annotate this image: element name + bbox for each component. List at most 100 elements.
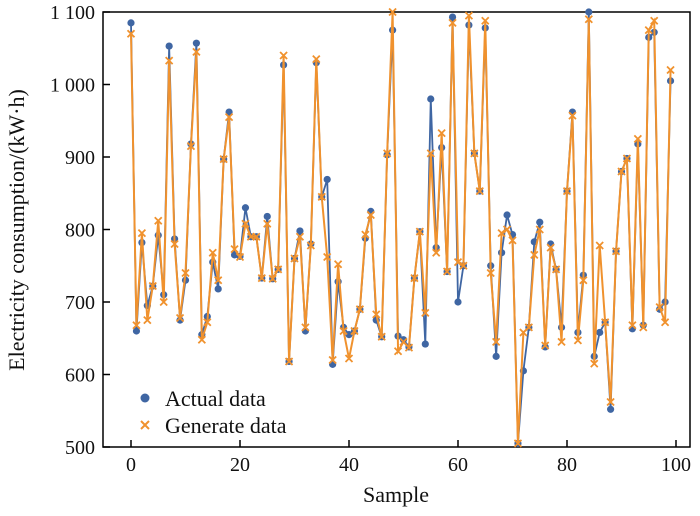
data-point — [622, 154, 632, 163]
data-point — [464, 11, 474, 20]
y-tick-label: 700 — [65, 292, 95, 314]
legend-marker-actual — [140, 393, 150, 403]
data-point — [442, 267, 452, 276]
data-point — [393, 347, 403, 356]
data-point — [214, 276, 223, 285]
x-tick-label: 80 — [557, 454, 577, 476]
series-generate — [126, 7, 675, 448]
y-tick-label: 900 — [65, 147, 95, 169]
data-point — [415, 227, 424, 236]
data-point — [470, 149, 479, 158]
data-point — [284, 357, 294, 366]
x-tick-label: 100 — [661, 454, 691, 476]
data-point — [219, 155, 228, 164]
data-point — [475, 186, 484, 196]
data-point — [230, 244, 239, 254]
data-point — [355, 305, 365, 314]
data-point — [513, 439, 523, 448]
data-point — [421, 340, 429, 348]
legend-label-generate: Generate data — [165, 413, 287, 438]
data-point — [208, 248, 217, 257]
data-point — [666, 65, 675, 75]
data-point — [388, 7, 397, 17]
data-point — [263, 219, 272, 228]
data-point — [296, 227, 304, 235]
data-point — [165, 42, 173, 50]
data-point — [660, 318, 670, 327]
data-point — [607, 405, 615, 413]
y-tick-label: 800 — [65, 220, 95, 242]
data-point — [192, 47, 201, 57]
data-point — [137, 228, 147, 238]
data-point — [639, 323, 648, 332]
data-point — [345, 331, 353, 339]
data-point — [399, 336, 408, 344]
data-point — [170, 239, 179, 249]
data-point — [263, 212, 271, 221]
data-point — [584, 15, 593, 24]
data-point — [410, 273, 419, 283]
x-tick-label: 40 — [339, 454, 359, 476]
data-point — [541, 343, 549, 351]
data-point — [650, 16, 659, 25]
data-point — [295, 232, 305, 241]
data-point — [454, 298, 462, 306]
data-point — [427, 95, 435, 103]
data-point — [154, 216, 163, 225]
data-point — [235, 252, 245, 262]
data-point — [503, 211, 511, 219]
data-point — [339, 326, 348, 336]
data-point — [143, 315, 152, 325]
data-point — [486, 268, 495, 278]
data-point — [448, 13, 457, 21]
data-point — [611, 247, 621, 256]
data-point — [535, 225, 544, 234]
data-point — [306, 241, 315, 250]
data-point — [301, 323, 310, 332]
data-point — [568, 111, 577, 120]
data-point — [312, 54, 321, 64]
legend-label-actual: Actual data — [165, 386, 266, 411]
data-point — [323, 175, 331, 184]
data-point — [132, 327, 141, 335]
data-point — [524, 323, 533, 332]
data-point — [585, 8, 593, 16]
y-tick-label: 500 — [65, 437, 95, 459]
data-point — [148, 281, 157, 291]
data-point — [127, 19, 135, 27]
data-point — [317, 192, 326, 202]
data-point — [361, 230, 370, 239]
data-point — [617, 167, 626, 176]
data-point — [290, 254, 299, 263]
data-point — [175, 313, 185, 323]
data-point — [606, 397, 615, 407]
data-point — [530, 250, 539, 260]
data-point — [601, 318, 610, 327]
data-point — [497, 228, 506, 238]
data-point — [383, 149, 392, 158]
data-point — [432, 248, 441, 257]
data-point — [546, 243, 555, 252]
data-point — [257, 273, 266, 283]
data-point — [459, 261, 468, 270]
data-point — [448, 18, 457, 28]
data-point — [328, 355, 337, 365]
data-point — [274, 265, 283, 274]
data-point — [541, 341, 550, 350]
y-tick-label: 600 — [65, 365, 95, 387]
data-point — [366, 210, 375, 220]
data-point — [508, 236, 517, 245]
data-point — [225, 108, 233, 116]
data-point — [323, 252, 332, 262]
data-point — [350, 326, 359, 336]
data-point — [203, 318, 212, 327]
data-point — [176, 316, 184, 324]
data-point — [372, 310, 381, 319]
data-point — [241, 204, 250, 212]
data-point — [492, 352, 500, 360]
data-point — [426, 149, 435, 158]
data-point — [557, 337, 566, 347]
data-point — [132, 321, 141, 330]
data-point — [590, 359, 599, 368]
